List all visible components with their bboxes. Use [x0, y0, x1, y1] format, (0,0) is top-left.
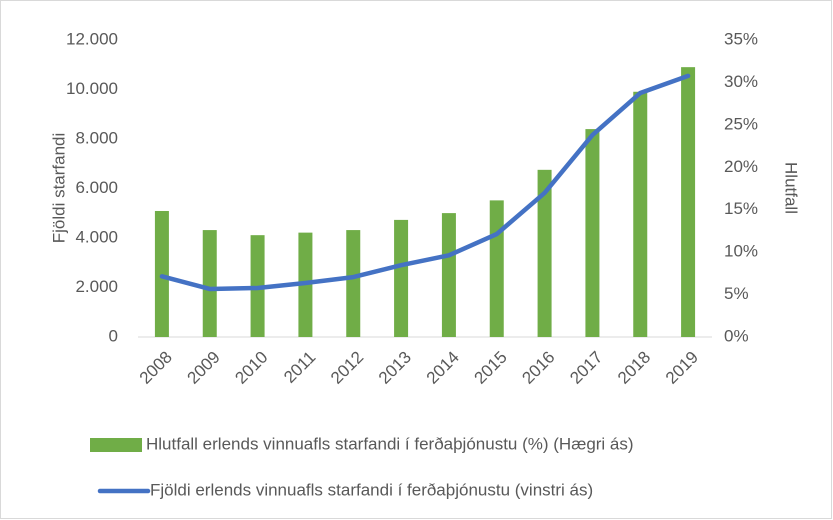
y-tick-label: 6.000 [75, 178, 118, 197]
y-tick-label: 0 [109, 326, 118, 345]
y-tick-label: 8.000 [75, 128, 118, 147]
y2-tick-label: 10% [724, 242, 758, 261]
y2-tick-label: 0% [724, 326, 749, 345]
y-tick-label: 12.000 [66, 29, 118, 48]
y2-tick-label: 30% [724, 72, 758, 91]
legend-label: Hlutfall erlends vinnuafls starfandi í f… [146, 434, 634, 453]
y2-tick-label: 5% [724, 284, 749, 303]
y-tick-label: 2.000 [75, 277, 118, 296]
y2-tick-label: 35% [724, 29, 758, 48]
bar [202, 230, 217, 337]
bar [489, 200, 504, 337]
y-axis-label: Fjöldi starfandi [49, 133, 68, 244]
y-tick-label: 4.000 [75, 227, 118, 246]
bar [346, 230, 361, 337]
y2-tick-label: 25% [724, 114, 758, 133]
bar [681, 67, 696, 337]
y-tick-label: 10.000 [66, 79, 118, 98]
legend-label: Fjöldi erlends vinnuafls starfandi í fer… [150, 480, 593, 499]
y2-axis-label: Hlutfall [782, 162, 801, 214]
bar [441, 213, 456, 337]
bar [585, 129, 600, 337]
line [159, 73, 691, 292]
y2-tick-label: 15% [724, 199, 758, 218]
bar [633, 91, 648, 338]
bar [537, 169, 552, 337]
bar [394, 219, 409, 337]
bar [154, 210, 169, 337]
legend-swatch [90, 438, 142, 452]
y2-tick-label: 20% [724, 157, 758, 176]
